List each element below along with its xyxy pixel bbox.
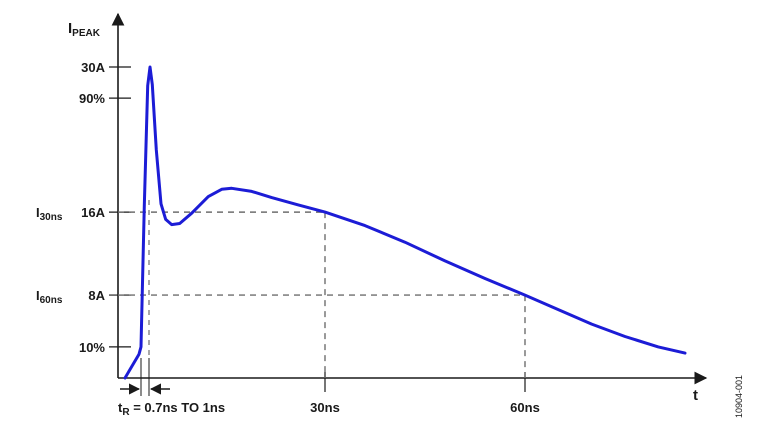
reference-lines	[118, 200, 526, 378]
series-line-peak-current	[123, 65, 687, 380]
y-tick-label-2: 16A	[81, 205, 105, 220]
y-tick-label-0: 30A	[81, 60, 105, 75]
x-tick-label-0: 30ns	[310, 400, 340, 415]
y-tick-label-3: 8A	[88, 288, 105, 303]
y-tick-prefix-3: I60ns	[36, 288, 63, 306]
x-tick-label-1: 60ns	[510, 400, 540, 415]
y-tick-label-4: 10%	[79, 340, 105, 355]
ticks-layer: 30A 90% 16A I30ns 8A I60ns 10% 30ns 60ns	[36, 60, 540, 415]
rise-time-label: tR = 0.7ns TO 1ns	[118, 400, 225, 418]
y-tick-prefix-2: I30ns	[36, 205, 63, 223]
y-axis-title: IPEAK	[68, 20, 101, 39]
figure-id: 10904-001	[734, 375, 744, 418]
y-tick-label-1: 90%	[79, 91, 105, 106]
x-axis-title: t	[693, 387, 698, 404]
